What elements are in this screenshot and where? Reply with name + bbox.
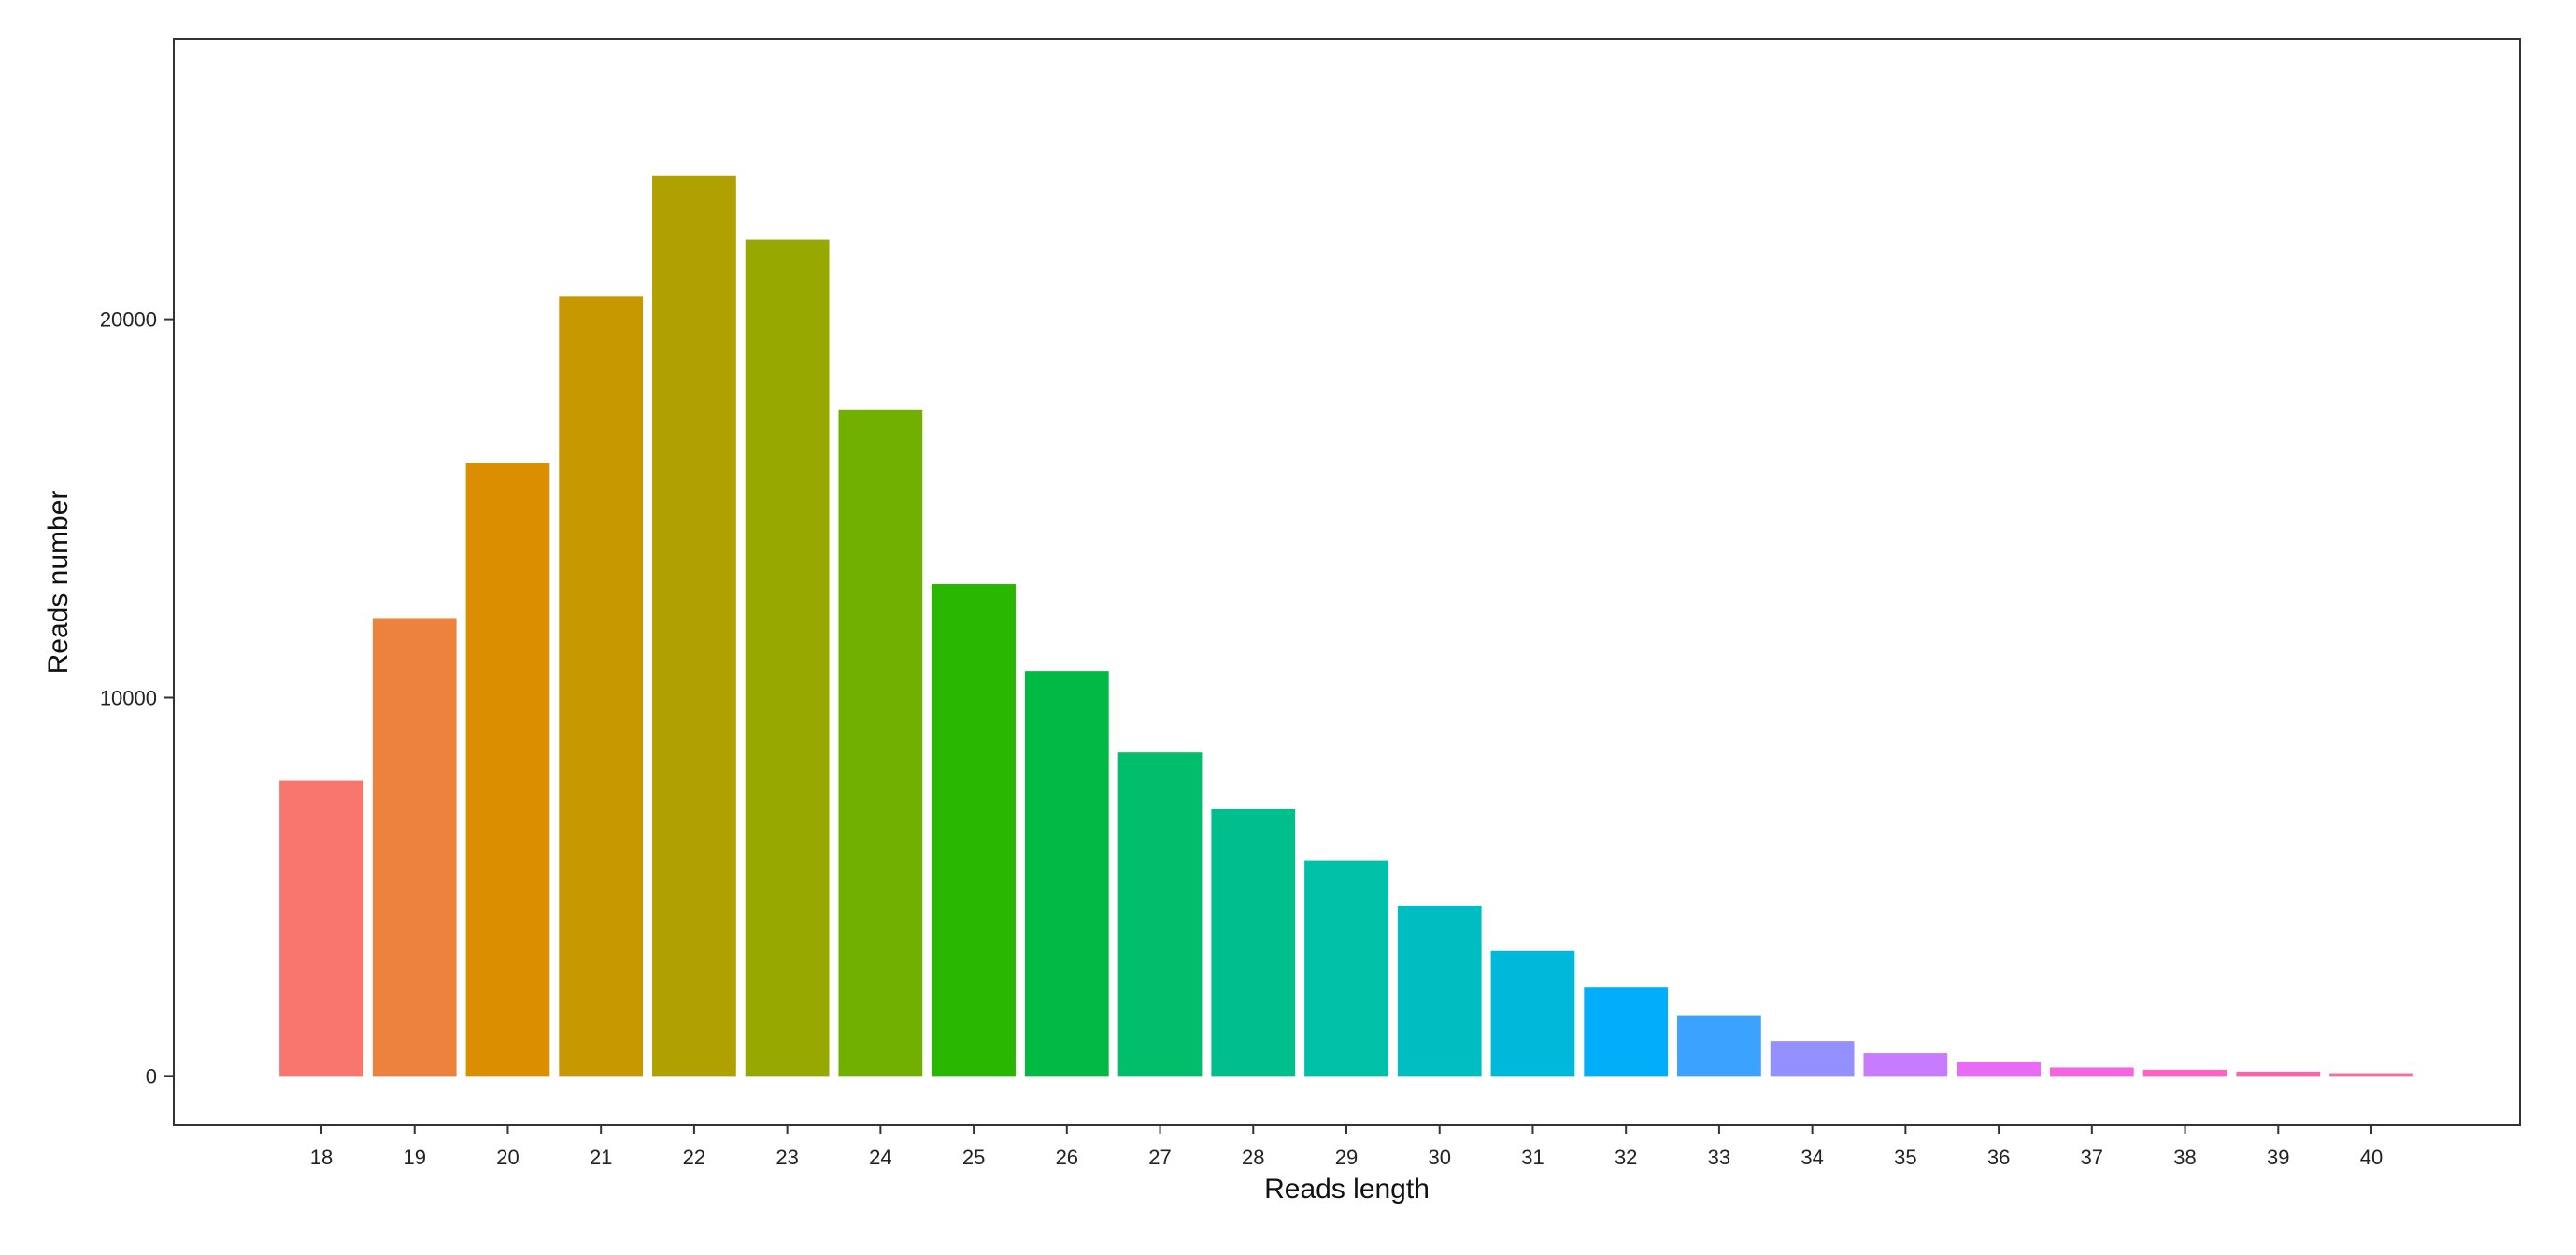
bar-21: [559, 296, 644, 1077]
y-axis: 0 10000 20000: [100, 308, 174, 1088]
x-tick-label-39: 39: [2267, 1146, 2289, 1169]
x-tick-label-18: 18: [310, 1146, 333, 1169]
bar-35: [1863, 1053, 1948, 1077]
x-tick-label-21: 21: [590, 1146, 612, 1169]
x-tick-label-25: 25: [962, 1146, 985, 1169]
bar-33: [1677, 1015, 1761, 1077]
x-tick-label-34: 34: [1800, 1146, 1823, 1169]
bar-40: [2329, 1073, 2413, 1077]
bar-18: [279, 780, 363, 1077]
x-tick-label-33: 33: [1708, 1146, 1730, 1169]
bar-37: [2049, 1067, 2134, 1077]
x-axis-title: Reads length: [1264, 1174, 1430, 1205]
bars-layer: [279, 175, 2413, 1077]
x-tick-label-40: 40: [2360, 1146, 2383, 1169]
bar-25: [932, 584, 1016, 1077]
bar-30: [1397, 906, 1482, 1077]
x-tick-label-19: 19: [403, 1146, 425, 1169]
bar-24: [838, 409, 923, 1077]
bar-34: [1770, 1041, 1855, 1077]
bar-29: [1304, 860, 1388, 1077]
bar-27: [1117, 752, 1203, 1077]
y-axis-title: Reads number: [43, 491, 74, 675]
x-tick-label-22: 22: [683, 1146, 705, 1169]
bar-26: [1024, 671, 1109, 1077]
bar-38: [2142, 1069, 2227, 1077]
x-tick-label-32: 32: [1615, 1146, 1637, 1169]
bar-39: [2236, 1071, 2321, 1077]
x-tick-label-35: 35: [1894, 1146, 1916, 1169]
bar-20: [465, 463, 550, 1077]
x-tick-label-38: 38: [2173, 1146, 2196, 1169]
y-tick-label-10000: 10000: [100, 686, 157, 709]
x-tick-label-31: 31: [1521, 1146, 1544, 1169]
x-axis: 18 19 20 21 22 23 24 25 26 27 28 29 30 31 32 33 34 35 36 37…: [310, 1125, 2383, 1169]
bar-19: [372, 618, 457, 1077]
y-tick-label-0: 0: [146, 1064, 157, 1088]
y-tick-label-20000: 20000: [100, 308, 157, 332]
x-tick-label-37: 37: [2081, 1146, 2103, 1169]
x-tick-label-26: 26: [1056, 1146, 1078, 1169]
x-tick-label-30: 30: [1428, 1146, 1450, 1169]
bar-22: [652, 175, 736, 1077]
x-tick-label-36: 36: [1987, 1146, 2010, 1169]
bar-32: [1584, 987, 1669, 1077]
bar-28: [1211, 808, 1296, 1077]
x-tick-label-29: 29: [1335, 1146, 1358, 1169]
bar-31: [1490, 950, 1575, 1077]
bar-23: [745, 239, 830, 1077]
x-tick-label-28: 28: [1242, 1146, 1264, 1169]
x-tick-label-24: 24: [869, 1146, 891, 1169]
x-tick-label-27: 27: [1148, 1146, 1171, 1169]
bar-36: [1957, 1061, 2041, 1077]
x-tick-label-20: 20: [496, 1146, 519, 1169]
x-tick-label-23: 23: [776, 1146, 798, 1169]
